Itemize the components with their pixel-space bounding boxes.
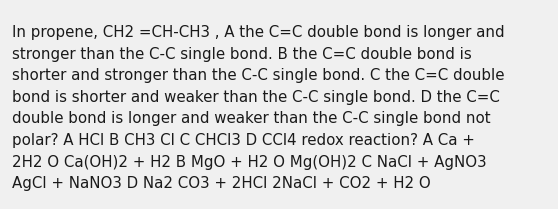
Text: In propene, CH2 =CH-CH3 , A the C=C double bond is longer and
stronger than the : In propene, CH2 =CH-CH3 , A the C=C doub… bbox=[12, 25, 505, 191]
